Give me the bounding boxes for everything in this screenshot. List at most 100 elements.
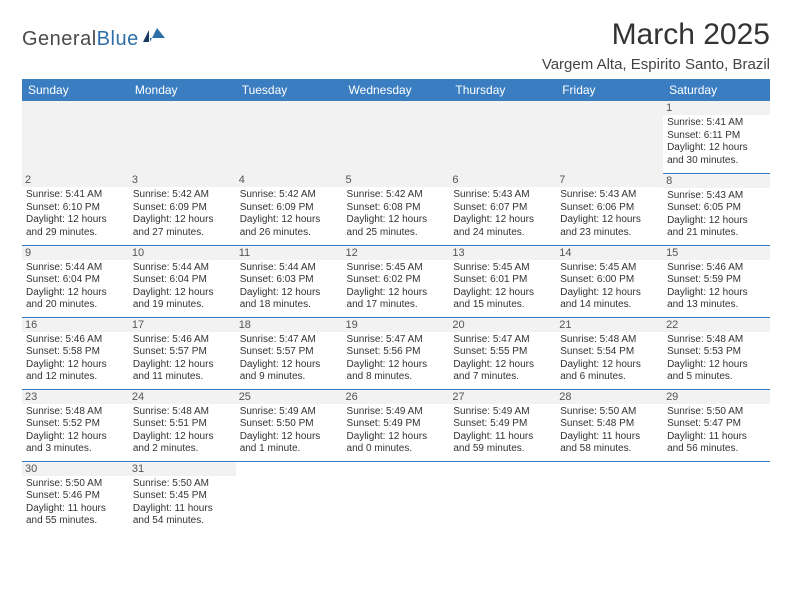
sunrise-line: Sunrise: 5:45 AM	[453, 262, 552, 275]
day-number: 13	[449, 246, 556, 260]
daylight-line: Daylight: 12 hours and 13 minutes.	[667, 287, 766, 312]
sunrise-line: Sunrise: 5:50 AM	[667, 406, 766, 419]
sunset-line: Sunset: 5:49 PM	[347, 418, 446, 431]
calendar-day-cell: 3Sunrise: 5:42 AMSunset: 6:09 PMDaylight…	[129, 173, 236, 245]
sunset-line: Sunset: 6:07 PM	[453, 202, 552, 215]
sunset-line: Sunset: 5:56 PM	[347, 346, 446, 359]
calendar-day-cell: 8Sunrise: 5:43 AMSunset: 6:05 PMDaylight…	[663, 173, 770, 245]
sunrise-line: Sunrise: 5:43 AM	[667, 190, 766, 203]
daylight-line: Daylight: 12 hours and 8 minutes.	[347, 359, 446, 384]
sunset-line: Sunset: 5:46 PM	[26, 490, 125, 503]
sunrise-line: Sunrise: 5:50 AM	[560, 406, 659, 419]
calendar-week-row: 2Sunrise: 5:41 AMSunset: 6:10 PMDaylight…	[22, 173, 770, 245]
daylight-line: Daylight: 12 hours and 30 minutes.	[667, 142, 766, 167]
location-text: Vargem Alta, Espirito Santo, Brazil	[542, 56, 770, 73]
sunrise-line: Sunrise: 5:41 AM	[26, 189, 125, 202]
sunrise-line: Sunrise: 5:49 AM	[347, 406, 446, 419]
calendar-day-cell: 5Sunrise: 5:42 AMSunset: 6:08 PMDaylight…	[343, 173, 450, 245]
weekday-header: Tuesday	[236, 79, 343, 101]
sunrise-line: Sunrise: 5:48 AM	[133, 406, 232, 419]
calendar-day-cell: 30Sunrise: 5:50 AMSunset: 5:46 PMDayligh…	[22, 461, 129, 533]
sunrise-line: Sunrise: 5:48 AM	[26, 406, 125, 419]
calendar-empty-cell	[236, 101, 343, 173]
calendar-day-cell: 16 Sunrise: 5:46 AMSunset: 5:58 PMDayligh…	[22, 317, 129, 389]
daylight-line: Daylight: 12 hours and 25 minutes.	[347, 214, 446, 239]
calendar-week-row: 23Sunrise: 5:48 AMSunset: 5:52 PMDayligh…	[22, 389, 770, 461]
weekday-header: Saturday	[663, 79, 770, 101]
sunrise-line: Sunrise: 5:43 AM	[560, 189, 659, 202]
sunset-line: Sunset: 5:50 PM	[240, 418, 339, 431]
sunrise-line: Sunrise: 5:46 AM	[26, 334, 125, 347]
calendar-day-cell: 27Sunrise: 5:49 AMSunset: 5:49 PMDayligh…	[449, 389, 556, 461]
logo: GeneralBlue	[22, 18, 167, 51]
calendar-day-cell: 13Sunrise: 5:45 AMSunset: 6:01 PMDayligh…	[449, 245, 556, 317]
sunset-line: Sunset: 5:58 PM	[26, 346, 125, 359]
day-number: 16	[22, 318, 129, 332]
day-number: 29	[663, 390, 770, 404]
calendar-day-cell: 23Sunrise: 5:48 AMSunset: 5:52 PMDayligh…	[22, 389, 129, 461]
weekday-header: Thursday	[449, 79, 556, 101]
calendar-day-cell: 1Sunrise: 5:41 AMSunset: 6:11 PMDaylight…	[663, 101, 770, 173]
sunset-line: Sunset: 6:10 PM	[26, 202, 125, 215]
daylight-line: Daylight: 12 hours and 1 minute.	[240, 431, 339, 456]
sunset-line: Sunset: 6:02 PM	[347, 274, 446, 287]
sunset-line: Sunset: 5:53 PM	[667, 346, 766, 359]
daylight-line: Daylight: 12 hours and 3 minutes.	[26, 431, 125, 456]
calendar-week-row: 1Sunrise: 5:41 AMSunset: 6:11 PMDaylight…	[22, 101, 770, 173]
sunrise-line: Sunrise: 5:46 AM	[133, 334, 232, 347]
weekday-header: Friday	[556, 79, 663, 101]
sunrise-line: Sunrise: 5:48 AM	[667, 334, 766, 347]
calendar-day-cell: 2Sunrise: 5:41 AMSunset: 6:10 PMDaylight…	[22, 173, 129, 245]
calendar-day-cell: 22 Sunrise: 5:48 AMSunset: 5:53 PMDayligh…	[663, 317, 770, 389]
sunset-line: Sunset: 5:52 PM	[26, 418, 125, 431]
calendar-table: SundayMondayTuesdayWednesdayThursdayFrid…	[22, 79, 770, 533]
calendar-day-cell: 20Sunrise: 5:47 AMSunset: 5:55 PMDayligh…	[449, 317, 556, 389]
month-title: March 2025	[542, 18, 770, 52]
daylight-line: Daylight: 12 hours and 6 minutes.	[560, 359, 659, 384]
calendar-empty-cell	[236, 461, 343, 533]
calendar-body: 1Sunrise: 5:41 AMSunset: 6:11 PMDaylight…	[22, 101, 770, 533]
calendar-day-cell: 10Sunrise: 5:44 AMSunset: 6:04 PMDayligh…	[129, 245, 236, 317]
calendar-day-cell: 31Sunrise: 5:50 AMSunset: 5:45 PMDayligh…	[129, 461, 236, 533]
sunset-line: Sunset: 6:05 PM	[667, 202, 766, 215]
calendar-day-cell: 14Sunrise: 5:45 AMSunset: 6:00 PMDayligh…	[556, 245, 663, 317]
day-number: 3	[129, 173, 236, 187]
sunrise-line: Sunrise: 5:44 AM	[26, 262, 125, 275]
day-number: 15	[663, 246, 770, 260]
calendar-day-cell: 21Sunrise: 5:48 AMSunset: 5:54 PMDayligh…	[556, 317, 663, 389]
sunset-line: Sunset: 6:11 PM	[667, 130, 766, 143]
weekday-header: Sunday	[22, 79, 129, 101]
day-number: 26	[343, 390, 450, 404]
sunset-line: Sunset: 5:49 PM	[453, 418, 552, 431]
daylight-line: Daylight: 12 hours and 17 minutes.	[347, 287, 446, 312]
daylight-line: Daylight: 11 hours and 55 minutes.	[26, 503, 125, 528]
calendar-empty-cell	[663, 461, 770, 533]
day-number: 18	[236, 318, 343, 332]
day-number: 31	[129, 462, 236, 476]
day-number: 5	[343, 173, 450, 187]
daylight-line: Daylight: 12 hours and 19 minutes.	[133, 287, 232, 312]
daylight-line: Daylight: 12 hours and 11 minutes.	[133, 359, 232, 384]
day-number: 8	[663, 174, 770, 188]
daylight-line: Daylight: 11 hours and 58 minutes.	[560, 431, 659, 456]
day-number: 20	[449, 318, 556, 332]
sunrise-line: Sunrise: 5:48 AM	[560, 334, 659, 347]
calendar-day-cell: 9Sunrise: 5:44 AMSunset: 6:04 PMDaylight…	[22, 245, 129, 317]
logo-text: GeneralBlue	[22, 28, 139, 51]
calendar-week-row: 9Sunrise: 5:44 AMSunset: 6:04 PMDaylight…	[22, 245, 770, 317]
sunrise-line: Sunrise: 5:49 AM	[240, 406, 339, 419]
sunset-line: Sunset: 6:04 PM	[26, 274, 125, 287]
daylight-line: Daylight: 12 hours and 18 minutes.	[240, 287, 339, 312]
daylight-line: Daylight: 12 hours and 12 minutes.	[26, 359, 125, 384]
sunset-line: Sunset: 6:01 PM	[453, 274, 552, 287]
day-number: 30	[22, 462, 129, 476]
daylight-line: Daylight: 12 hours and 26 minutes.	[240, 214, 339, 239]
sunrise-line: Sunrise: 5:42 AM	[347, 189, 446, 202]
calendar-day-cell: 29Sunrise: 5:50 AMSunset: 5:47 PMDayligh…	[663, 389, 770, 461]
calendar-day-cell: 12Sunrise: 5:45 AMSunset: 6:02 PMDayligh…	[343, 245, 450, 317]
logo-text-blue: Blue	[97, 28, 139, 50]
daylight-line: Daylight: 12 hours and 5 minutes.	[667, 359, 766, 384]
day-number: 22	[663, 318, 770, 332]
day-number: 21	[556, 318, 663, 332]
calendar-day-cell: 18Sunrise: 5:47 AMSunset: 5:57 PMDayligh…	[236, 317, 343, 389]
